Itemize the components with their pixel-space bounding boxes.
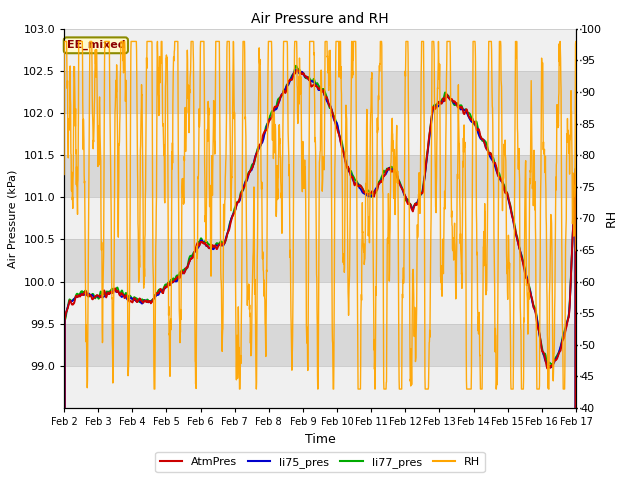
Bar — [64, 282, 576, 324]
Y-axis label: RH: RH — [605, 209, 618, 228]
Text: EE_mixed: EE_mixed — [67, 40, 125, 50]
Title: Air Pressure and RH: Air Pressure and RH — [251, 12, 389, 26]
Bar — [64, 113, 576, 155]
Bar — [64, 71, 576, 113]
Bar — [64, 155, 576, 197]
Bar — [64, 197, 576, 240]
Bar — [64, 240, 576, 282]
Legend: AtmPres, li75_pres, li77_pres, RH: AtmPres, li75_pres, li77_pres, RH — [156, 452, 484, 472]
Bar — [64, 29, 576, 71]
Y-axis label: Air Pressure (kPa): Air Pressure (kPa) — [8, 169, 18, 267]
Bar — [64, 324, 576, 366]
X-axis label: Time: Time — [305, 432, 335, 445]
